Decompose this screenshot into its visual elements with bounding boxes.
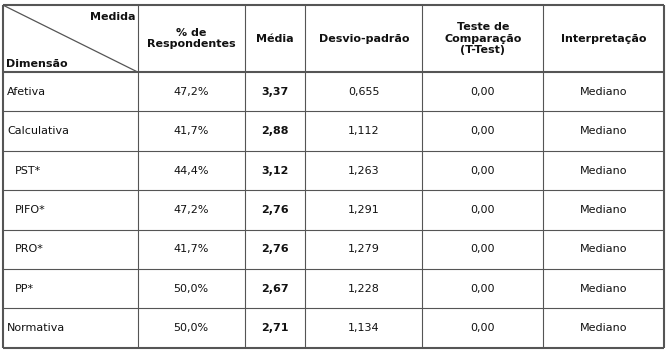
Text: Dimensão: Dimensão xyxy=(6,59,67,68)
Text: Teste de
Comparação
(T-Test): Teste de Comparação (T-Test) xyxy=(444,22,522,55)
Text: PST*: PST* xyxy=(15,166,41,175)
Text: 2,71: 2,71 xyxy=(261,323,289,333)
Text: Mediano: Mediano xyxy=(580,166,627,175)
Text: PP*: PP* xyxy=(15,284,35,294)
Text: 3,12: 3,12 xyxy=(261,166,289,175)
Text: Mediano: Mediano xyxy=(580,284,627,294)
Text: 2,67: 2,67 xyxy=(261,284,289,294)
Text: PRO*: PRO* xyxy=(15,244,44,254)
Text: 50,0%: 50,0% xyxy=(173,323,209,333)
Text: Mediano: Mediano xyxy=(580,126,627,136)
Text: PIFO*: PIFO* xyxy=(15,205,46,215)
Text: 0,00: 0,00 xyxy=(470,166,495,175)
Text: Mediano: Mediano xyxy=(580,244,627,254)
Text: 0,655: 0,655 xyxy=(348,87,380,97)
Text: 3,37: 3,37 xyxy=(261,87,289,97)
Text: 41,7%: 41,7% xyxy=(173,244,209,254)
Text: 2,76: 2,76 xyxy=(261,244,289,254)
Text: Mediano: Mediano xyxy=(580,87,627,97)
Text: 0,00: 0,00 xyxy=(470,244,495,254)
Text: 0,00: 0,00 xyxy=(470,126,495,136)
Text: 2,88: 2,88 xyxy=(261,126,289,136)
Text: 1,134: 1,134 xyxy=(348,323,380,333)
Text: 2,76: 2,76 xyxy=(261,205,289,215)
Text: Afetiva: Afetiva xyxy=(7,87,47,97)
Text: 0,00: 0,00 xyxy=(470,205,495,215)
Text: 1,112: 1,112 xyxy=(348,126,380,136)
Text: Calculativa: Calculativa xyxy=(7,126,69,136)
Text: Interpretação: Interpretação xyxy=(560,34,646,44)
Text: Desvio-padrão: Desvio-padrão xyxy=(319,34,409,44)
Text: 44,4%: 44,4% xyxy=(173,166,209,175)
Text: 41,7%: 41,7% xyxy=(173,126,209,136)
Text: 1,279: 1,279 xyxy=(348,244,380,254)
Text: 50,0%: 50,0% xyxy=(173,284,209,294)
Text: 47,2%: 47,2% xyxy=(173,205,209,215)
Text: Mediano: Mediano xyxy=(580,323,627,333)
Text: Média: Média xyxy=(256,34,293,44)
Text: 0,00: 0,00 xyxy=(470,87,495,97)
Text: 0,00: 0,00 xyxy=(470,323,495,333)
Text: 1,228: 1,228 xyxy=(348,284,380,294)
Text: Medida: Medida xyxy=(89,12,135,22)
Text: Mediano: Mediano xyxy=(580,205,627,215)
Text: 47,2%: 47,2% xyxy=(173,87,209,97)
Text: 1,291: 1,291 xyxy=(348,205,380,215)
Text: 1,263: 1,263 xyxy=(348,166,380,175)
Text: 0,00: 0,00 xyxy=(470,284,495,294)
Text: Normativa: Normativa xyxy=(7,323,65,333)
Text: % de
Respondentes: % de Respondentes xyxy=(147,28,235,49)
